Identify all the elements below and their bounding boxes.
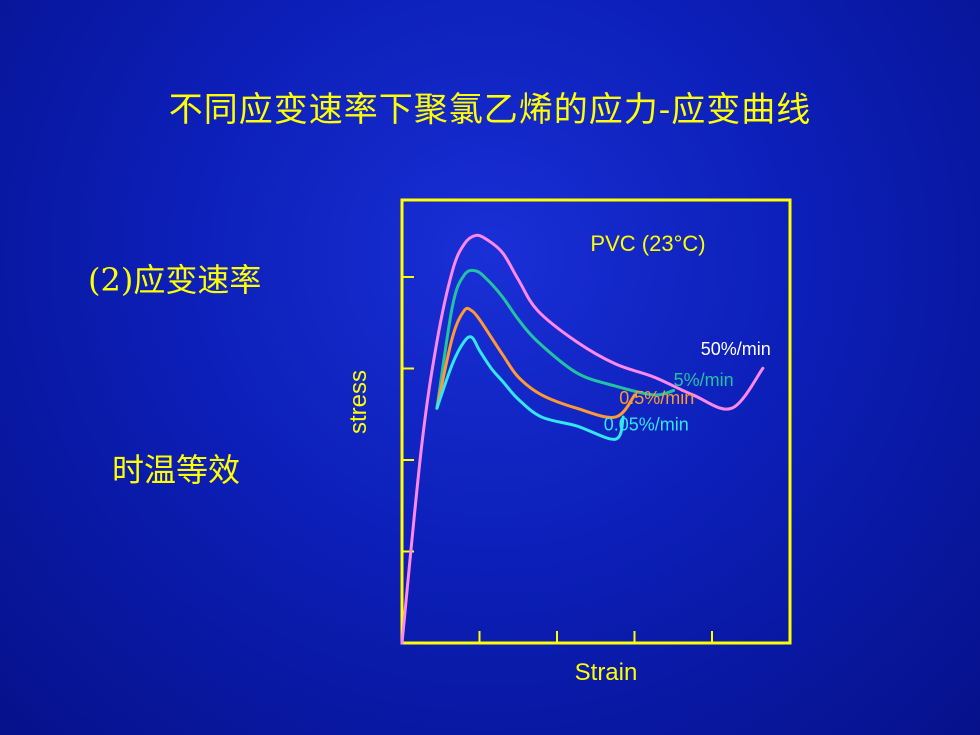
series-line-05min	[435, 306, 637, 419]
chart-frame	[400, 198, 792, 645]
slide-title: 不同应变速率下聚氯乙烯的应力-应变曲线	[168, 90, 812, 130]
series-line-5min	[435, 268, 676, 410]
time-temperature-label: 时温等效	[112, 451, 241, 489]
y-axis-label: stress	[345, 370, 372, 434]
legend-label: 0.5%/min	[619, 388, 694, 408]
series-line-005min	[435, 335, 625, 441]
legend-label: 5%/min	[674, 370, 734, 390]
series-line-50min	[400, 233, 765, 645]
legend-label: 50%/min	[701, 339, 771, 359]
legend-label: 0.05%/min	[604, 414, 689, 434]
strain-rate-label: (2)应变速率	[88, 261, 262, 299]
chart-title: PVC (23°C)	[590, 231, 705, 256]
x-axis-label: Strain	[575, 659, 638, 686]
